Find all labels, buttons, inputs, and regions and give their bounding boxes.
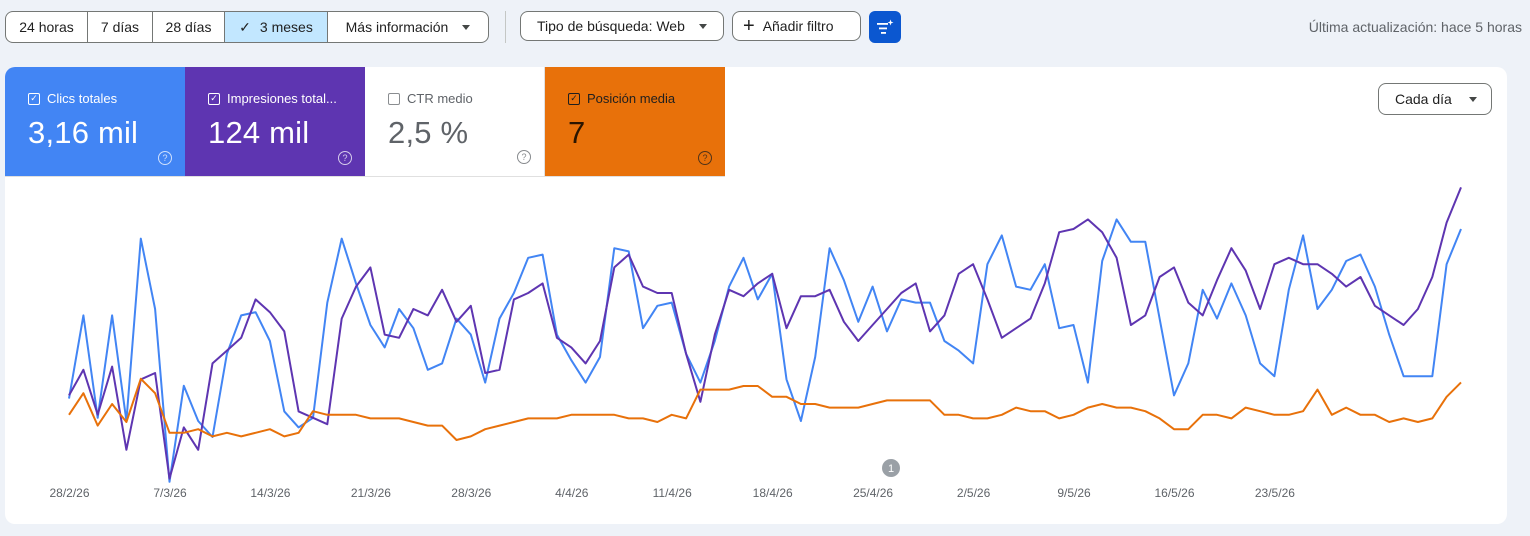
range-3m-button[interactable]: ✓ 3 meses bbox=[225, 12, 328, 42]
sparkle-filter-icon bbox=[877, 19, 894, 34]
x-tick-label: 28/2/26 bbox=[49, 486, 89, 500]
more-ranges-dropdown[interactable]: Más información bbox=[328, 12, 488, 42]
x-tick-label: 7/3/26 bbox=[153, 486, 187, 500]
help-icon[interactable]: ? bbox=[698, 151, 712, 165]
performance-line-chart: 28/2/26 7/3/26 14/3/26 21/3/26 28/3/26 4/4/26… bbox=[49, 187, 1462, 500]
x-tick-label: 9/5/26 bbox=[1057, 486, 1091, 500]
checkbox-checked-icon[interactable]: ✓ bbox=[568, 92, 580, 105]
search-type-dropdown[interactable]: Tipo de búsqueda: Web bbox=[520, 11, 724, 41]
annotation-label: 1 bbox=[888, 463, 894, 475]
x-tick-label: 2/5/26 bbox=[957, 486, 991, 500]
date-range-selector: 24 horas 7 días 28 días ✓ 3 meses Más inf… bbox=[5, 11, 489, 43]
checkbox-checked-icon[interactable]: ✓ bbox=[208, 92, 220, 105]
divider bbox=[5, 176, 725, 177]
x-tick-label: 14/3/26 bbox=[250, 486, 290, 500]
checkbox-unchecked-icon[interactable] bbox=[388, 92, 400, 105]
x-tick-label: 4/4/26 bbox=[555, 486, 589, 500]
x-tick-label: 25/4/26 bbox=[853, 486, 893, 500]
help-icon[interactable]: ? bbox=[517, 150, 531, 164]
checkbox-checked-icon[interactable]: ✓ bbox=[28, 92, 40, 105]
plus-icon: + bbox=[743, 15, 755, 37]
caret-down-icon bbox=[462, 24, 471, 30]
metric-impressions-card[interactable]: ✓ Impresiones total... 124 mil ? bbox=[185, 67, 365, 177]
x-tick-label: 28/3/26 bbox=[451, 486, 491, 500]
help-icon[interactable]: ? bbox=[158, 151, 172, 165]
x-tick-label: 21/3/26 bbox=[351, 486, 391, 500]
annotation-marker[interactable]: 1 bbox=[882, 459, 900, 477]
metric-clicks-card[interactable]: ✓ Clics totales 3,16 mil ? bbox=[5, 67, 185, 177]
x-tick-label: 16/5/26 bbox=[1154, 486, 1194, 500]
series-line-0 bbox=[68, 218, 1462, 483]
metric-value: 7 bbox=[568, 115, 586, 150]
metric-position-card[interactable]: ✓ Posición media 7 ? bbox=[545, 67, 725, 177]
last-updated-text: Última actualización: hace 5 horas bbox=[1308, 19, 1522, 35]
toolbar-divider bbox=[505, 11, 506, 43]
metric-value: 124 mil bbox=[208, 115, 310, 150]
range-7d-button[interactable]: 7 días bbox=[88, 12, 153, 42]
add-filter-button[interactable]: + Añadir filtro bbox=[732, 11, 861, 41]
ai-filter-button[interactable] bbox=[869, 11, 901, 43]
x-tick-label: 11/4/26 bbox=[653, 486, 692, 500]
toolbar: 24 horas 7 días 28 días ✓ 3 meses Más inf… bbox=[5, 11, 1530, 43]
metric-ctr-card[interactable]: CTR medio 2,5 % ? bbox=[365, 67, 545, 177]
x-tick-label: 23/5/26 bbox=[1255, 486, 1295, 500]
metric-value: 2,5 % bbox=[388, 115, 469, 150]
metric-value: 3,16 mil bbox=[28, 115, 139, 150]
help-icon[interactable]: ? bbox=[338, 151, 352, 165]
caret-down-icon bbox=[1468, 96, 1477, 102]
x-tick-label: 18/4/26 bbox=[753, 486, 793, 500]
granularity-dropdown[interactable]: Cada día bbox=[1378, 83, 1492, 115]
check-icon: ✓ bbox=[239, 18, 251, 35]
range-28d-button[interactable]: 28 días bbox=[153, 12, 225, 42]
series-line-1 bbox=[68, 187, 1462, 480]
range-24h-button[interactable]: 24 horas bbox=[6, 12, 88, 42]
performance-card: ✓ Clics totales 3,16 mil ? ✓ Impresiones t… bbox=[5, 67, 1507, 524]
series-line-2 bbox=[68, 377, 1462, 441]
caret-down-icon bbox=[698, 23, 707, 29]
